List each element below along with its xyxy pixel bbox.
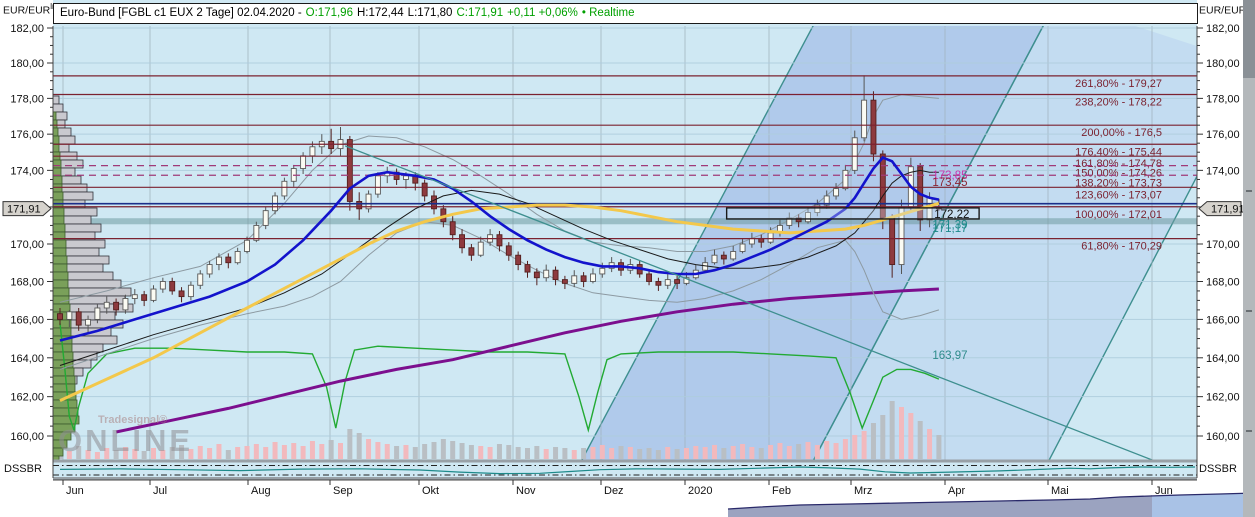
left-price-tag[interactable]: 171,91 — [2, 201, 52, 217]
left-axis-tick-label: 180,00 — [10, 58, 44, 70]
candlesticks — [57, 75, 942, 333]
right-axis-tick-label: 160,00 — [1206, 431, 1240, 443]
x-axis-month-label: Feb — [772, 485, 791, 497]
right-axis-tick-label: 176,00 — [1206, 129, 1240, 141]
indicator-lines — [59, 94, 940, 434]
price-annotation: 171,39 — [932, 220, 967, 232]
scrollbar-mark — [1246, 310, 1252, 312]
dssbr-panel — [53, 459, 1197, 480]
x-axis-month-label: Mai — [1051, 485, 1069, 497]
green-indicator-line — [59, 323, 940, 433]
left-axis-tick-label: 182,00 — [10, 23, 44, 35]
left-axis-unit: EUR/EURln — [3, 2, 57, 17]
fib-level-label: 123,60% - 173,07 — [1075, 189, 1162, 201]
title-segment: C:171,91 — [456, 7, 504, 19]
window-scrollbar[interactable] — [1243, 0, 1255, 517]
price-annotation: 171,17 — [932, 223, 967, 235]
ma-200-purple — [115, 287, 939, 434]
x-axis-month-label: Mrz — [854, 485, 872, 497]
fibonacci-levels: 261,80% - 179,27 238,20% - 178,22 200,00% … — [53, 75, 1197, 253]
left-axis-tick-label: 170,00 — [10, 239, 44, 251]
moving-averages — [59, 156, 940, 402]
fib-level-label: 261,80% - 179,27 — [1075, 78, 1162, 90]
x-axis-month-label: Aug — [251, 485, 271, 497]
fib-level-label: 200,00% - 176,5 — [1081, 127, 1162, 139]
descending-trendline — [344, 145, 1157, 461]
support-zone-band — [53, 218, 1197, 225]
x-axis-month-label: 2020 — [688, 485, 712, 497]
left-axis-tick-label: 178,00 — [10, 93, 44, 105]
left-axis-tick-label: 174,00 — [10, 165, 44, 177]
title-segment: Euro-Bund [FGBL c1 EUX 2 Tage] 02.04.202… — [60, 7, 302, 19]
title-segment: +0,11 +0,06% — [507, 7, 578, 19]
ma-100-yellow — [59, 201, 940, 402]
plot-background — [53, 0, 1197, 479]
chart-title: Euro-Bund [FGBL c1 EUX 2 Tage] 02.04.202… — [53, 3, 1198, 24]
price-annotation: 173,85 — [932, 170, 967, 182]
left-axis-tick-label: 164,00 — [10, 353, 44, 365]
right-axis-tick-label: 180,00 — [1206, 58, 1240, 70]
right-axis-tick-label: 182,00 — [1206, 23, 1240, 35]
fib-level-label: 176,40% - 175,44 — [1075, 146, 1162, 158]
range-box — [725, 207, 980, 220]
right-axis-tick-label: 170,00 — [1206, 239, 1240, 251]
title-segment: L:171,80 — [407, 7, 453, 19]
right-axis-tick-label: 168,00 — [1206, 276, 1240, 288]
dssbr-line — [59, 466, 1196, 475]
fib-level-label: 238,20% - 178,22 — [1075, 96, 1162, 108]
fib-level-label: 150,00% - 174,26 — [1075, 168, 1162, 180]
price-annotation: 163,97 — [932, 350, 967, 362]
scrollbar-thumb[interactable] — [1243, 0, 1255, 78]
fib-level-label: 61,80% - 170,29 — [1081, 241, 1162, 253]
right-axis-tick-label: 162,00 — [1206, 392, 1240, 404]
ma-20-blue — [59, 156, 940, 342]
x-axis-month-label: Jun — [1155, 485, 1173, 497]
left-axis-tick-label: 162,00 — [10, 392, 44, 404]
price-axes: 182,00 182,00 180,00 180,00 178,00 178,00 176,… — [10, 23, 1240, 478]
scrollbar-mark — [1246, 190, 1252, 192]
x-axis-month-label: Nov — [516, 485, 536, 497]
right-axis-tick-label: 178,00 — [1206, 93, 1240, 105]
sub-panel-label-right: DSSBR — [1199, 463, 1237, 475]
fib-level-label: 138,20% - 173,73 — [1075, 177, 1162, 189]
right-axis-tick-label: 174,00 — [1206, 165, 1240, 177]
left-axis-tick-label: 176,00 — [10, 129, 44, 141]
price-annotation: 172,22 — [934, 209, 969, 221]
x-axis-month-label: Jul — [153, 485, 167, 497]
left-axis-tick-label: 166,00 — [10, 314, 44, 326]
svg-text:171,91: 171,91 — [1211, 204, 1245, 216]
band-lower — [59, 221, 940, 370]
ma-50-black — [59, 169, 939, 366]
x-axis-month-label: Okt — [422, 485, 439, 497]
right-axis-tick-label: 164,00 — [1206, 353, 1240, 365]
scrollbar-mark — [1246, 430, 1252, 432]
svg-text:171,91: 171,91 — [7, 204, 41, 216]
sub-panel-label-left: DSSBR — [4, 463, 42, 475]
title-segment: O:171,96 — [305, 7, 353, 19]
price-annotation: 173,45 — [932, 177, 967, 189]
x-axis-month-label: Dez — [604, 485, 624, 497]
x-axis-month-label: Sep — [333, 485, 353, 497]
x-axis-month-label: Apr — [948, 485, 965, 497]
x-axis-month-label: Jun — [66, 485, 84, 497]
right-axis-tick-label: 166,00 — [1206, 314, 1240, 326]
fib-level-label: 100,00% - 172,01 — [1075, 209, 1162, 221]
time-axis: Jun Jul Aug Sep Okt Nov Dez 2020 Feb Mrz Apr Mai Jun — [53, 479, 1197, 497]
left-axis-tick-label: 168,00 — [10, 276, 44, 288]
left-axis-tick-label: 160,00 — [10, 431, 44, 443]
fib-level-label: 161,80% - 174,78 — [1075, 158, 1162, 170]
right-price-tag[interactable]: 171,91 — [1198, 201, 1245, 217]
volume-bars — [57, 401, 942, 459]
navigator-strip[interactable] — [727, 492, 1255, 517]
title-segment: H:172,44 — [356, 7, 404, 19]
title-segment: • Realtime — [581, 7, 635, 19]
